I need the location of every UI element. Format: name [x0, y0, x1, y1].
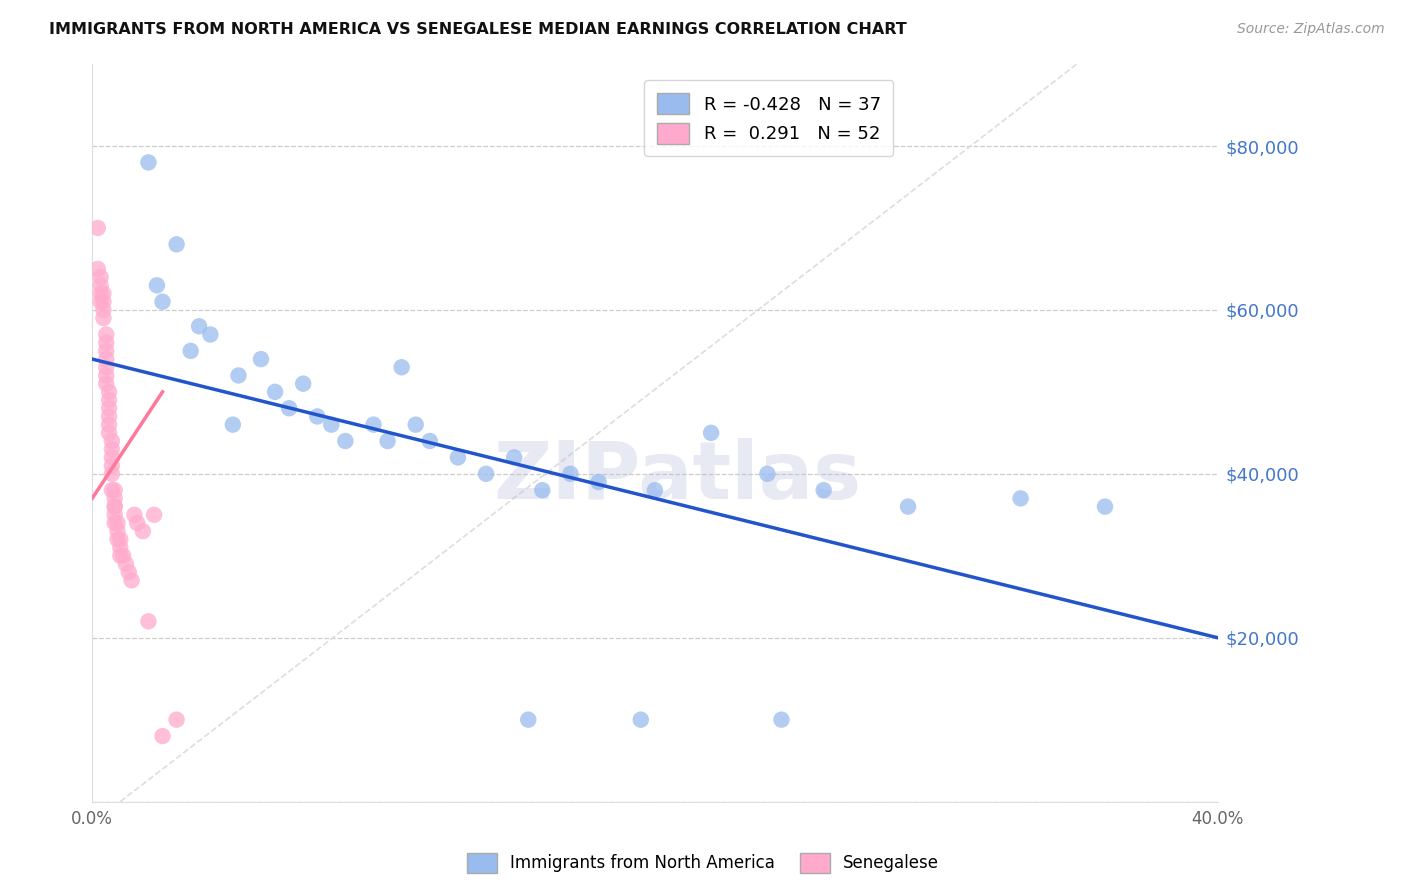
Point [166, 713, 188, 727]
Point [96, 376, 118, 391]
Point [118, 565, 141, 579]
Point [630, 713, 652, 727]
Point [180, 343, 202, 358]
Point [104, 508, 127, 522]
Point [90, 278, 112, 293]
Point [98, 392, 121, 407]
Point [377, 434, 399, 448]
Point [307, 409, 329, 424]
Point [143, 508, 166, 522]
Point [405, 417, 427, 432]
Point [96, 343, 118, 358]
Point [700, 425, 723, 440]
Point [228, 368, 250, 383]
Point [813, 483, 835, 498]
Legend: Immigrants from North America, Senegalese: Immigrants from North America, Senegales… [460, 847, 946, 880]
Point [98, 417, 121, 432]
Point [138, 155, 160, 169]
Point [110, 549, 132, 563]
Point [98, 425, 121, 440]
Point [222, 417, 245, 432]
Point [531, 483, 554, 498]
Point [110, 541, 132, 555]
Point [115, 557, 138, 571]
Point [121, 574, 143, 588]
Point [644, 483, 666, 498]
Text: IMMIGRANTS FROM NORTH AMERICA VS SENEGALESE MEDIAN EARNINGS CORRELATION CHART: IMMIGRANTS FROM NORTH AMERICA VS SENEGAL… [49, 22, 907, 37]
Point [419, 434, 441, 448]
Point [101, 458, 124, 473]
Point [90, 286, 112, 301]
Point [98, 384, 121, 399]
Point [98, 409, 121, 424]
Point [278, 401, 301, 416]
Point [87, 221, 110, 235]
Text: Source: ZipAtlas.com: Source: ZipAtlas.com [1237, 22, 1385, 37]
Text: ZIPatlas: ZIPatlas [494, 438, 862, 516]
Point [264, 384, 287, 399]
Point [87, 261, 110, 276]
Point [107, 516, 129, 530]
Point [335, 434, 357, 448]
Point [588, 475, 610, 489]
Point [101, 434, 124, 448]
Point [90, 270, 112, 285]
Point [90, 294, 112, 309]
Point [517, 713, 540, 727]
Point [138, 615, 160, 629]
Point [1010, 491, 1032, 506]
Point [166, 237, 188, 252]
Point [321, 417, 343, 432]
Point [93, 302, 115, 317]
Point [897, 500, 920, 514]
Point [110, 533, 132, 547]
Point [98, 401, 121, 416]
Point [391, 360, 413, 375]
Point [188, 319, 211, 334]
Point [132, 524, 155, 538]
Point [96, 360, 118, 375]
Point [104, 483, 127, 498]
Point [104, 516, 127, 530]
Point [93, 286, 115, 301]
Point [475, 467, 498, 481]
Point [127, 516, 149, 530]
Point [200, 327, 222, 342]
Point [93, 311, 115, 326]
Legend: R = -0.428   N = 37, R =  0.291   N = 52: R = -0.428 N = 37, R = 0.291 N = 52 [644, 80, 893, 156]
Point [96, 352, 118, 367]
Point [101, 442, 124, 457]
Point [104, 500, 127, 514]
Point [96, 368, 118, 383]
Point [124, 508, 146, 522]
Point [101, 450, 124, 465]
Point [104, 491, 127, 506]
Point [104, 500, 127, 514]
Point [292, 376, 315, 391]
Point [770, 713, 793, 727]
Point [96, 327, 118, 342]
Point [96, 335, 118, 350]
Point [560, 467, 582, 481]
Point [146, 278, 169, 293]
Point [93, 294, 115, 309]
Point [107, 524, 129, 538]
Point [363, 417, 385, 432]
Point [152, 729, 174, 743]
Point [112, 549, 135, 563]
Point [503, 450, 526, 465]
Point [1094, 500, 1116, 514]
Point [447, 450, 470, 465]
Point [101, 467, 124, 481]
Point [101, 483, 124, 498]
Point [756, 467, 779, 481]
Point [107, 533, 129, 547]
Point [250, 352, 273, 367]
Point [152, 294, 174, 309]
